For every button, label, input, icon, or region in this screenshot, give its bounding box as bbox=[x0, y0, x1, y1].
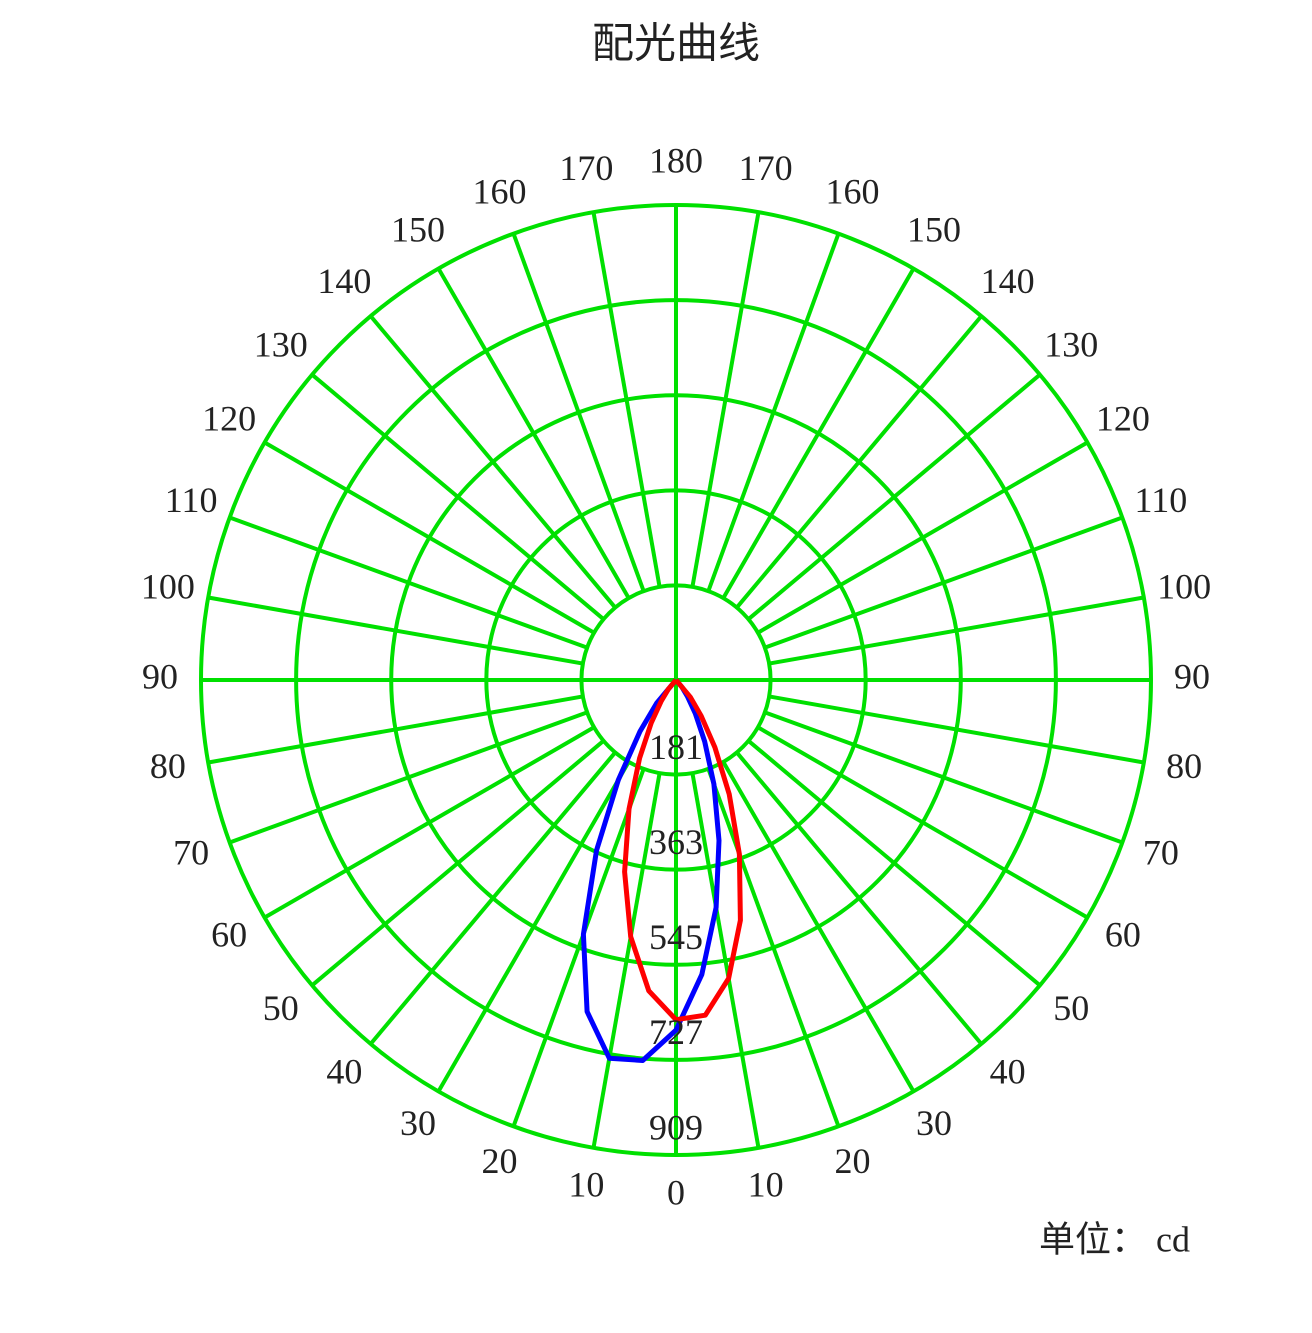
grid-spoke bbox=[690, 211, 761, 588]
angle-label: 160 bbox=[825, 171, 879, 211]
grid-spoke bbox=[764, 710, 1124, 845]
grid-spoke bbox=[228, 515, 588, 650]
r-tick-label: 363 bbox=[649, 822, 703, 862]
angle-label: 60 bbox=[211, 914, 247, 954]
angle-label: 130 bbox=[1044, 325, 1098, 365]
angle-label: 120 bbox=[1096, 398, 1150, 438]
angle-label: 120 bbox=[202, 398, 256, 438]
r-tick-label: 545 bbox=[649, 917, 703, 957]
grid-spoke bbox=[436, 267, 631, 600]
angle-label: 100 bbox=[141, 567, 195, 607]
grid-spoke bbox=[690, 772, 761, 1149]
grid-spoke bbox=[768, 694, 1145, 765]
grid-spoke bbox=[591, 211, 662, 588]
angle-label: 0 bbox=[667, 1172, 685, 1212]
grid-spoke bbox=[436, 760, 631, 1093]
angle-label: 160 bbox=[473, 171, 527, 211]
angle-label: 170 bbox=[559, 148, 613, 188]
angle-label: 100 bbox=[1157, 567, 1211, 607]
angle-label: 110 bbox=[165, 480, 218, 520]
angle-label: 70 bbox=[1143, 833, 1179, 873]
r-tick-label: 727 bbox=[649, 1012, 703, 1052]
r-tick-label: 909 bbox=[649, 1107, 703, 1147]
grid-spoke bbox=[721, 760, 916, 1093]
angle-label: 140 bbox=[981, 261, 1035, 301]
grid-spoke bbox=[706, 232, 841, 592]
angle-label: 130 bbox=[254, 325, 308, 365]
angle-label: 150 bbox=[391, 209, 445, 249]
grid-spoke bbox=[263, 440, 596, 635]
angle-label: 10 bbox=[568, 1164, 604, 1204]
angle-label: 10 bbox=[748, 1164, 784, 1204]
grid-spoke bbox=[735, 314, 983, 609]
grid-spoke bbox=[263, 725, 596, 920]
grid-spoke bbox=[721, 267, 916, 600]
series-line bbox=[622, 678, 743, 1023]
angle-label: 30 bbox=[916, 1103, 952, 1143]
angle-label: 140 bbox=[317, 261, 371, 301]
grid-spoke bbox=[747, 373, 1042, 621]
grid-spoke bbox=[756, 725, 1089, 920]
angle-label: 50 bbox=[263, 988, 299, 1028]
angle-label: 20 bbox=[482, 1141, 518, 1181]
angle-label: 180 bbox=[649, 140, 703, 180]
angle-label: 50 bbox=[1053, 988, 1089, 1028]
grid-spoke bbox=[369, 314, 617, 609]
angle-label: 40 bbox=[990, 1052, 1026, 1092]
grid-spoke bbox=[310, 373, 605, 621]
angle-label: 30 bbox=[400, 1103, 436, 1143]
angle-label: 90 bbox=[142, 656, 178, 696]
grid-spoke bbox=[706, 768, 841, 1128]
angle-label: 20 bbox=[834, 1141, 870, 1181]
grid-spoke bbox=[735, 751, 983, 1046]
grid-spoke bbox=[511, 232, 646, 592]
grid-spoke bbox=[369, 751, 617, 1046]
grid-spoke bbox=[756, 440, 1089, 635]
grid-spoke bbox=[310, 739, 605, 987]
angle-label: 110 bbox=[1135, 480, 1188, 520]
angle-label: 90 bbox=[1174, 656, 1210, 696]
angle-label: 80 bbox=[150, 746, 186, 786]
grid-spoke bbox=[747, 739, 1042, 987]
angle-label: 80 bbox=[1166, 746, 1202, 786]
grid-spoke bbox=[768, 595, 1145, 666]
angle-label: 60 bbox=[1105, 914, 1141, 954]
chart-title: 配光曲线 bbox=[592, 22, 760, 68]
angle-label: 170 bbox=[739, 148, 793, 188]
grid-spoke bbox=[207, 595, 584, 666]
grid-spoke bbox=[591, 772, 662, 1149]
unit-label: 单位： cd bbox=[1039, 1219, 1190, 1259]
angle-label: 150 bbox=[907, 209, 961, 249]
grid-spoke bbox=[764, 515, 1124, 650]
r-tick-label: 181 bbox=[649, 727, 703, 767]
grid-spoke bbox=[207, 694, 584, 765]
angle-label: 70 bbox=[173, 833, 209, 873]
grid-spoke bbox=[511, 768, 646, 1128]
angle-label: 40 bbox=[326, 1052, 362, 1092]
series-line bbox=[580, 678, 722, 1063]
grid-spoke bbox=[228, 710, 588, 845]
